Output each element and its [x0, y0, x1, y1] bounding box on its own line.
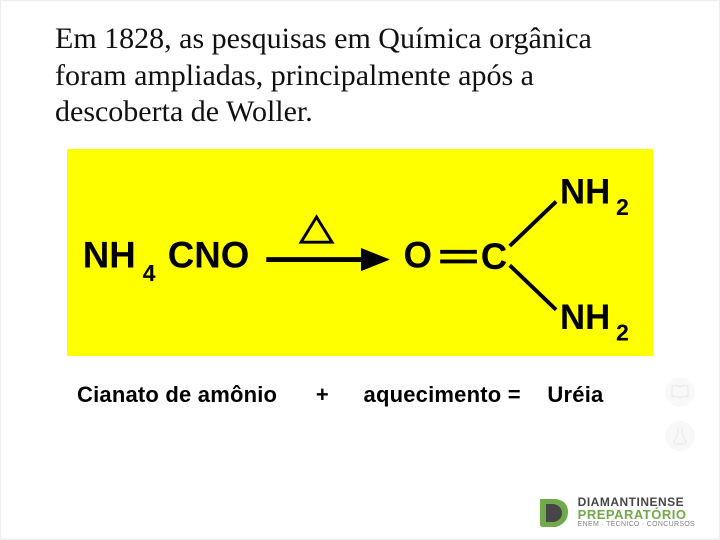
equation-eq: = — [508, 382, 521, 407]
reaction-diagram: NH 4 CNO O C NH 2 NH 2 — [67, 149, 653, 357]
product-NH-bottom: NH — [560, 299, 610, 337]
product-sub2-bottom: 2 — [616, 319, 629, 344]
heat-delta — [301, 217, 332, 242]
bond-up — [510, 201, 556, 245]
product-NH-top: NH — [560, 173, 610, 211]
equation-row: Cianato de amônio + aquecimento = Uréia — [77, 382, 701, 408]
reaction-arrow-head — [361, 248, 390, 271]
heading-text: Em 1828, as pesquisas em Química orgânic… — [55, 21, 665, 131]
equation-lhs1: Cianato de amônio — [77, 382, 277, 407]
logo-text: DIAMANTINENSE PREPARATÓRIO ENEM · TÉCNIC… — [578, 496, 695, 528]
slide: Em 1828, as pesquisas em Química orgânic… — [0, 0, 720, 540]
logo-line3: ENEM · TÉCNICO · CONCURSOS — [578, 521, 695, 528]
reactant-NH: NH — [83, 234, 136, 275]
product-O: O — [403, 234, 432, 275]
reaction-svg: NH 4 CNO O C NH 2 NH 2 — [75, 161, 645, 345]
product-C: C — [481, 236, 508, 277]
product-sub2-top: 2 — [616, 194, 629, 220]
watermark-icons — [665, 377, 695, 451]
brand-logo: DIAMANTINENSE PREPARATÓRIO ENEM · TÉCNIC… — [538, 495, 695, 529]
equation-plus: + — [316, 382, 329, 407]
flask-icon — [665, 421, 695, 451]
book-icon — [665, 377, 695, 407]
logo-mark — [538, 495, 572, 529]
equation-lhs2: aquecimento — [364, 382, 502, 407]
logo-line2: PREPARATÓRIO — [578, 508, 695, 521]
reactant-CNO: CNO — [168, 234, 250, 275]
reactant-sub4: 4 — [143, 260, 156, 286]
equation-rhs: Uréia — [547, 382, 603, 407]
bond-down — [510, 265, 556, 309]
